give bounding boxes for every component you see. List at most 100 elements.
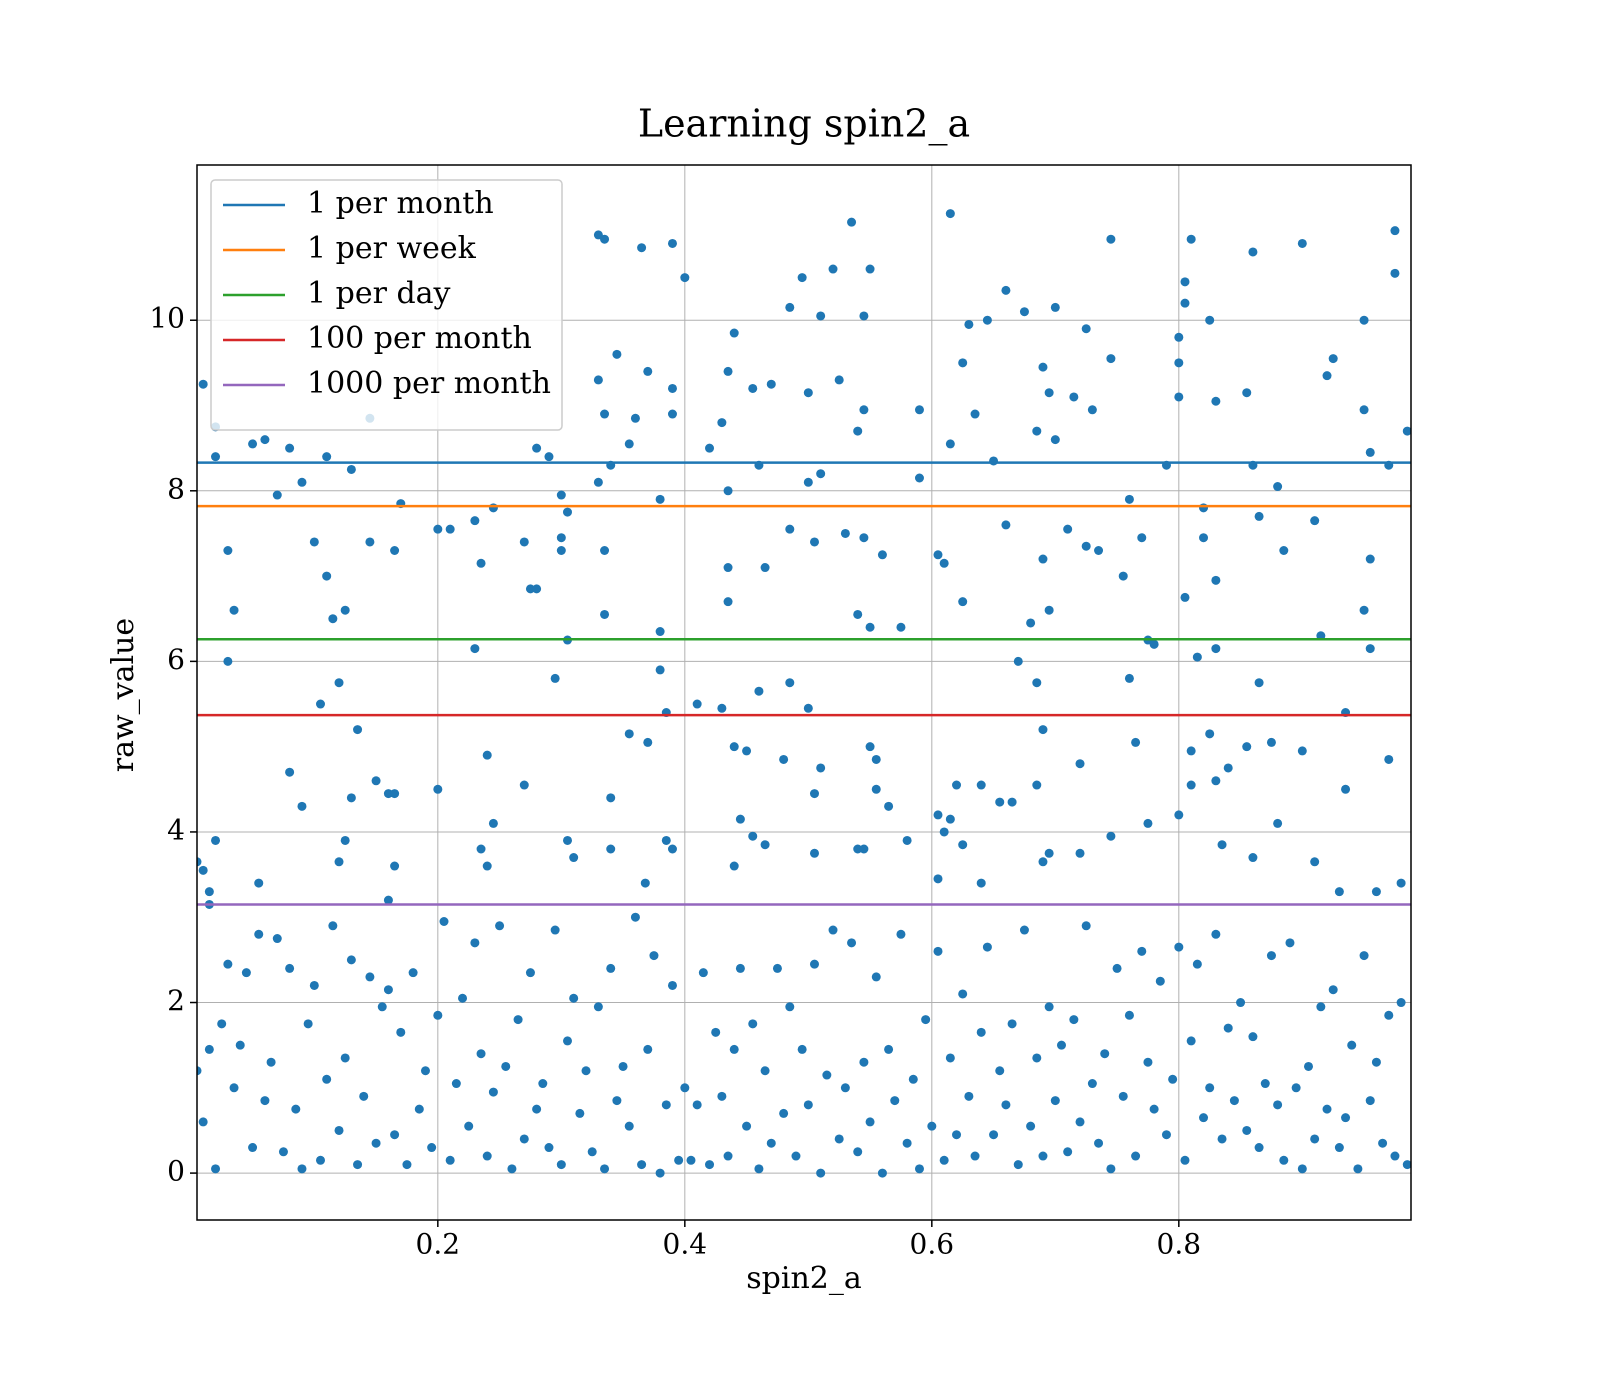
- point: [365, 537, 375, 547]
- point: [482, 861, 492, 871]
- point: [458, 993, 468, 1003]
- point: [359, 1091, 369, 1101]
- point: [544, 1143, 554, 1153]
- point: [952, 1130, 962, 1140]
- point: [945, 209, 955, 219]
- point: [1236, 998, 1246, 1008]
- point: [1266, 951, 1276, 961]
- point: [1211, 644, 1221, 654]
- point: [667, 383, 677, 393]
- point: [248, 439, 258, 449]
- point: [748, 1019, 758, 1029]
- point: [1242, 742, 1252, 752]
- point: [661, 835, 671, 845]
- point: [507, 1164, 517, 1174]
- point: [1365, 554, 1375, 564]
- y-tick-label: 10: [149, 302, 185, 335]
- legend-label: 1 per day: [307, 276, 451, 311]
- point: [433, 524, 443, 534]
- point: [470, 644, 480, 654]
- point: [902, 835, 912, 845]
- point: [1001, 1100, 1011, 1110]
- point: [1044, 605, 1054, 615]
- point: [1371, 1057, 1381, 1067]
- point: [1032, 1053, 1042, 1063]
- point: [809, 789, 819, 799]
- point: [433, 1010, 443, 1020]
- point: [1260, 1079, 1270, 1089]
- point: [1378, 1138, 1388, 1148]
- chart-title: Learning spin2_a: [638, 102, 970, 147]
- point: [390, 789, 400, 799]
- point: [976, 878, 986, 888]
- point: [779, 1108, 789, 1118]
- point: [729, 1044, 739, 1054]
- point: [797, 273, 807, 283]
- point: [1087, 405, 1097, 415]
- point: [717, 1091, 727, 1101]
- point: [569, 853, 579, 863]
- point: [1032, 780, 1042, 790]
- point: [495, 921, 505, 931]
- point: [1137, 533, 1147, 543]
- point: [809, 959, 819, 969]
- point: [606, 844, 616, 854]
- point: [600, 234, 610, 244]
- point: [488, 503, 498, 513]
- point: [939, 558, 949, 568]
- point: [1316, 1002, 1326, 1012]
- point: [865, 742, 875, 752]
- point: [211, 835, 221, 845]
- point: [735, 963, 745, 973]
- point: [853, 426, 863, 436]
- point: [723, 563, 733, 573]
- point: [285, 443, 295, 453]
- point: [1310, 857, 1320, 867]
- point: [797, 1044, 807, 1054]
- point: [877, 1168, 887, 1178]
- point: [569, 993, 579, 1003]
- point: [285, 963, 295, 973]
- point: [470, 938, 480, 948]
- point: [612, 1096, 622, 1106]
- point: [933, 550, 943, 560]
- point: [197, 857, 202, 867]
- point: [1266, 737, 1276, 747]
- point: [1186, 746, 1196, 756]
- point: [328, 614, 338, 624]
- point: [1063, 1147, 1073, 1157]
- point: [692, 1100, 702, 1110]
- point: [1075, 759, 1085, 769]
- point: [365, 972, 375, 982]
- point: [1341, 1113, 1351, 1123]
- point: [1149, 1104, 1159, 1114]
- point: [927, 1121, 937, 1131]
- point: [266, 1057, 276, 1067]
- point: [661, 1100, 671, 1110]
- point: [1186, 234, 1196, 244]
- point: [1038, 1151, 1048, 1161]
- point: [1044, 848, 1054, 858]
- point: [1118, 1091, 1128, 1101]
- legend-label: 1 per month: [307, 186, 494, 221]
- y-tick-label: 2: [167, 984, 185, 1017]
- point: [383, 789, 393, 799]
- point: [544, 452, 554, 462]
- point: [964, 319, 974, 329]
- point: [1359, 951, 1369, 961]
- point: [939, 1155, 949, 1165]
- point: [1063, 524, 1073, 534]
- point: [865, 264, 875, 274]
- point: [847, 217, 857, 227]
- point: [1174, 942, 1184, 952]
- point: [482, 1151, 492, 1161]
- point: [667, 238, 677, 248]
- point: [779, 754, 789, 764]
- point: [686, 1155, 696, 1165]
- point: [334, 678, 344, 688]
- y-tick-label: 8: [167, 472, 185, 505]
- x-axis-label: spin2_a: [746, 1261, 862, 1296]
- point: [1248, 853, 1258, 863]
- point: [1094, 1138, 1104, 1148]
